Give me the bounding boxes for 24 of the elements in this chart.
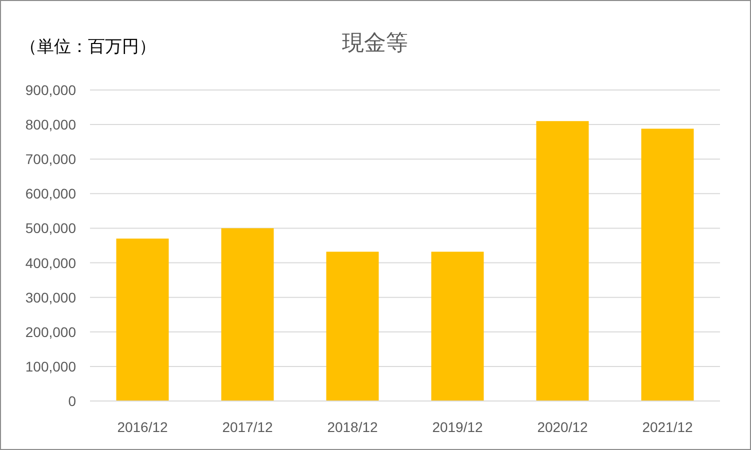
x-tick-label: 2020/12 [537, 419, 588, 435]
y-tick-label: 200,000 [25, 324, 76, 340]
chart-title: 現金等 [342, 30, 408, 55]
y-tick-label: 600,000 [25, 186, 76, 202]
bar [116, 238, 169, 401]
x-tick-label: 2021/12 [642, 419, 694, 435]
text: （単位：百万円） [20, 37, 156, 56]
y-tick-label: 700,000 [25, 151, 76, 168]
bar [641, 128, 694, 401]
y-tick-label: 400,000 [25, 254, 76, 271]
y-tick-label: 800,000 [25, 116, 76, 133]
y-tick-label: 900,000 [25, 82, 76, 98]
x-tick-label: 2017/12 [222, 419, 274, 435]
y-tick-label: 300,000 [25, 289, 76, 306]
y-tick-label: 500,000 [25, 220, 76, 236]
bar [431, 252, 484, 401]
x-tick-label: 2018/12 [327, 419, 378, 435]
bar [536, 121, 589, 401]
bar [326, 252, 379, 401]
x-tick-label: 2016/12 [117, 419, 168, 435]
x-tick-label: 2019/12 [432, 419, 484, 435]
bar [221, 228, 274, 401]
y-tick-label: 0 [68, 393, 76, 409]
y-tick-label: 100,000 [25, 358, 76, 374]
